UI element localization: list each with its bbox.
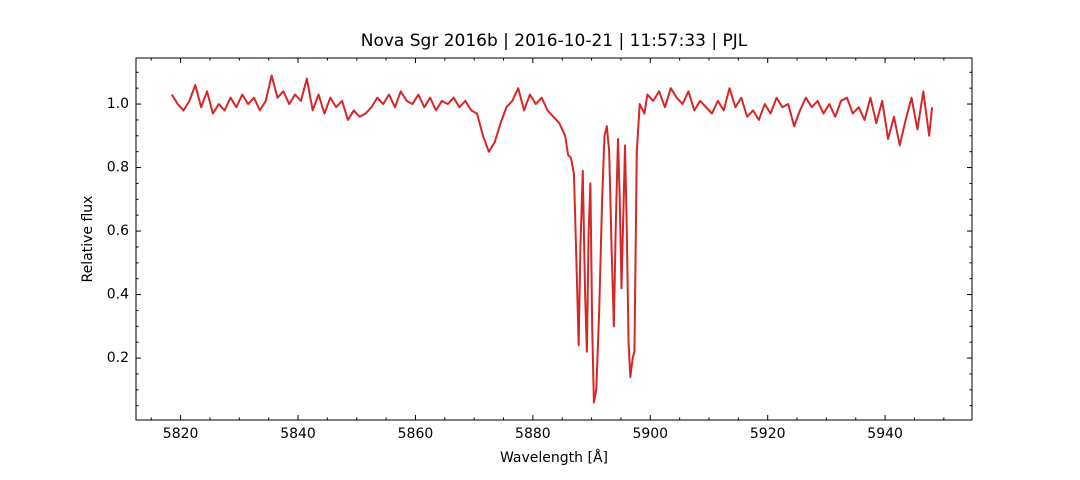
y-tick-label: 0.2 (107, 350, 129, 366)
x-tick-label: 5820 (163, 426, 199, 442)
x-axis-label: Wavelength [Å] (500, 449, 608, 466)
x-tick-label: 5920 (750, 426, 786, 442)
y-axis-label: Relative flux (80, 196, 96, 283)
x-tick-label: 5940 (867, 426, 903, 442)
y-tick-label: 0.4 (107, 287, 129, 303)
spectrum-line (170, 74, 934, 404)
y-tick-label: 0.8 (107, 160, 129, 176)
x-tick-label: 5860 (398, 426, 434, 442)
y-tick-label: 0.6 (107, 223, 129, 239)
plot-frame (135, 57, 973, 421)
x-tick-label: 5840 (280, 426, 316, 442)
x-tick-label: 5880 (515, 426, 551, 442)
x-tick-label: 5900 (632, 426, 668, 442)
y-tick-label: 1.0 (107, 96, 129, 112)
chart-title: Nova Sgr 2016b | 2016-10-21 | 11:57:33 |… (361, 31, 748, 51)
